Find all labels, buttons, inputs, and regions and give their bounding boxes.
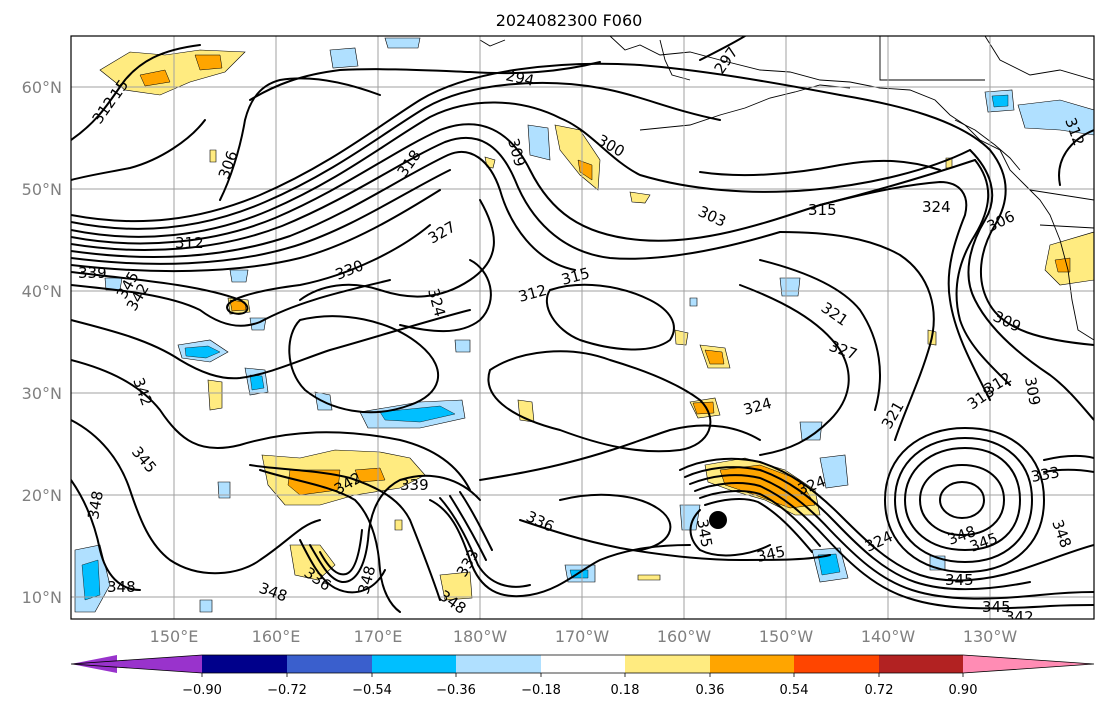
colorbar-label-8: 0.72	[865, 683, 894, 698]
lat-tick-60: 60°N	[22, 78, 62, 97]
lon-tick-140w: 140°W	[861, 627, 916, 646]
colorbar-bin-8	[794, 655, 879, 673]
colorbar-label-5: 0.18	[611, 683, 640, 698]
colorbar-bin-7	[710, 655, 794, 673]
colorbar-bin-5	[541, 655, 625, 673]
lat-tick-20: 20°N	[22, 486, 62, 505]
lon-tick-170e: 170°E	[354, 627, 403, 646]
lon-tick-160e: 160°E	[252, 627, 301, 646]
colorbar-label-6: 0.36	[696, 683, 725, 698]
contour-label-294: 294	[504, 66, 536, 90]
longitude-axis: 150°E 160°E 170°E 180°W 170°W 160°W 150°…	[150, 627, 1018, 646]
lon-tick-150w: 150°W	[759, 627, 814, 646]
contour-label-345: 345	[755, 542, 787, 566]
contour-lines	[71, 36, 1094, 613]
svg-text:339: 339	[78, 264, 107, 282]
svg-text:345: 345	[945, 571, 974, 589]
map-panel: 294 297 300 303 306 309 312 315 318 321 …	[70, 35, 1095, 626]
colorbar-label-4: −0.18	[521, 683, 561, 698]
lat-tick-30: 30°N	[22, 384, 62, 403]
lon-tick-180w: 180°W	[453, 627, 508, 646]
colorbar-bin-4	[456, 655, 541, 673]
colorbar-ticks	[201, 673, 964, 677]
colorbar-bin-3	[372, 655, 456, 673]
colorbar-extend-high	[963, 655, 1094, 673]
storm-marker	[709, 511, 727, 529]
svg-text:333: 333	[1030, 463, 1061, 486]
colorbar-bin-2	[287, 655, 372, 673]
colorbar-label-7: 0.54	[780, 683, 809, 698]
lat-tick-40: 40°N	[22, 282, 62, 301]
svg-text:345: 345	[693, 518, 716, 549]
lon-tick-150e: 150°E	[150, 627, 199, 646]
colorbar-bin-9	[879, 655, 963, 673]
colorbar-label-3: −0.36	[436, 683, 476, 698]
svg-text:348: 348	[84, 489, 107, 520]
lat-tick-50: 50°N	[22, 180, 62, 199]
colorbar-label-1: −0.72	[267, 683, 307, 698]
contour-label-339: 339	[400, 476, 429, 494]
colorbar-label-2: −0.54	[352, 683, 392, 698]
colorbar-bin-6	[625, 655, 710, 673]
lon-tick-160w: 160°W	[657, 627, 712, 646]
colorbar-label-0: −0.90	[182, 683, 222, 698]
colorbar-label-9: 0.90	[949, 683, 978, 698]
contour-label-348: 348	[107, 578, 136, 596]
contour-label-324: 324	[922, 198, 951, 216]
lon-tick-130w: 130°W	[963, 627, 1018, 646]
svg-text:309: 309	[1021, 376, 1044, 407]
contour-label-312: 312	[175, 234, 204, 252]
map-frame	[70, 35, 1095, 620]
colorbar-bin-1	[202, 655, 287, 673]
lon-tick-170w: 170°W	[555, 627, 610, 646]
lat-tick-10: 10°N	[22, 588, 62, 607]
negative-core	[81, 94, 1009, 601]
colorbar-extend-low	[71, 655, 202, 673]
svg-text:342: 342	[1005, 608, 1034, 626]
colorbar: −0.90 −0.72 −0.54 −0.36 −0.18 0.18 0.36 …	[70, 654, 1095, 698]
contour-label-315: 315	[808, 201, 837, 219]
map-title: 2024082300 F060	[496, 11, 643, 30]
svg-text:345: 345	[982, 598, 1011, 616]
latitude-axis: 60°N 50°N 40°N 30°N 20°N 10°N	[22, 78, 62, 607]
